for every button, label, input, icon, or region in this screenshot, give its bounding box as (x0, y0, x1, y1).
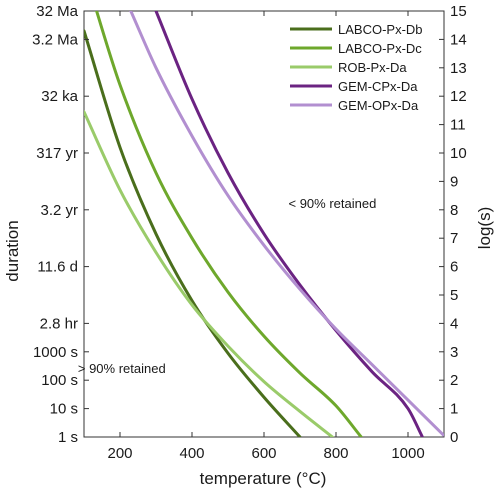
series-line-rob-px-da (84, 110, 334, 437)
right-y-tick-label: 2 (450, 372, 458, 389)
right-y-axis-label: log(s) (475, 207, 494, 250)
right-y-tick-label: 9 (450, 173, 458, 190)
right-y-tick-label: 13 (450, 60, 467, 77)
x-tick-label: 600 (251, 445, 276, 462)
left-y-tick-label: 3.2 Ma (32, 31, 79, 48)
left-y-tick-label: 32 Ma (36, 3, 78, 20)
right-y-tick-label: 12 (450, 88, 467, 105)
x-tick-label: 400 (179, 445, 204, 462)
left-y-tick-label: 11.6 d (37, 259, 78, 276)
series-line-gem-opx-da (129, 11, 444, 437)
legend-label: GEM-OPx-Da (338, 98, 419, 113)
right-y-tick-label: 0 (450, 429, 458, 446)
right-y-tick-label: 10 (450, 145, 467, 162)
x-axis-label: temperature (°C) (200, 469, 327, 488)
axis-ticks: 200 400 600 800 100001234567891011121314151 … (32, 3, 467, 462)
retention-annotation: > 90% retained (78, 361, 166, 376)
left-y-tick-label: 3.2 yr (40, 202, 78, 219)
legend: LABCO-Px-Db LABCO-Px-Dc ROB-Px-Da GEM-CPx-D… (290, 22, 423, 113)
x-tick-label: 800 (323, 445, 348, 462)
legend-label: ROB-Px-Da (338, 60, 407, 75)
x-tick-label: 1000 (391, 445, 424, 462)
legend-label: GEM-CPx-Da (338, 79, 418, 94)
right-y-tick-label: 14 (450, 31, 467, 48)
left-y-tick-label: 2.8 hr (40, 315, 78, 332)
series-line-gem-cpx-da (154, 11, 424, 437)
right-y-tick-label: 15 (450, 3, 467, 20)
left-y-tick-label: 1000 s (33, 344, 78, 361)
left-y-tick-label: 1 s (58, 429, 78, 446)
left-y-tick-label: 317 yr (36, 145, 78, 162)
left-y-tick-label: 32 ka (41, 88, 78, 105)
right-y-tick-label: 3 (450, 344, 458, 361)
right-y-tick-label: 7 (450, 230, 458, 247)
retention-annotation: < 90% retained (288, 196, 376, 211)
right-y-tick-label: 5 (450, 287, 458, 304)
right-y-tick-label: 1 (450, 401, 458, 418)
series-lines (84, 11, 444, 437)
left-y-tick-label: 100 s (41, 372, 78, 389)
legend-label: LABCO-Px-Db (338, 22, 423, 37)
legend-label: LABCO-Px-Dc (338, 41, 422, 56)
left-y-tick-label: 10 s (50, 401, 78, 418)
annotations: < 90% retained > 90% retained (78, 196, 376, 376)
right-y-tick-label: 6 (450, 259, 458, 276)
series-line-labco-px-dc (95, 11, 363, 437)
right-y-tick-label: 8 (450, 202, 458, 219)
left-y-axis-label: duration (3, 220, 22, 281)
series-line-labco-px-db (84, 29, 302, 437)
series-clip-group (84, 11, 444, 437)
x-tick-label: 200 (107, 445, 132, 462)
right-y-tick-label: 11 (450, 117, 466, 134)
right-y-tick-label: 4 (450, 315, 458, 332)
